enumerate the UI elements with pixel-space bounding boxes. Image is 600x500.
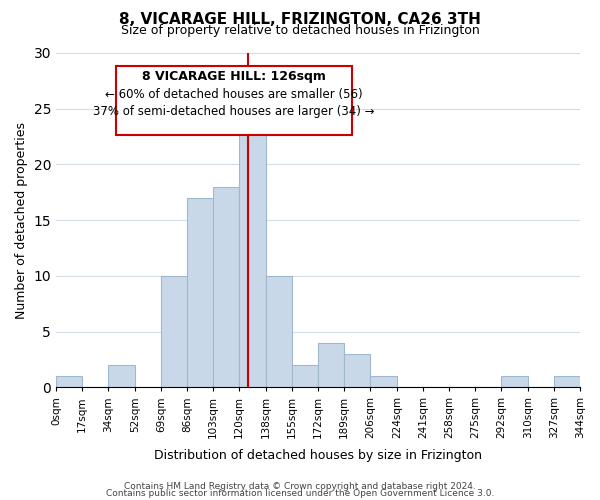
Bar: [108, 365, 135, 387]
Text: Contains HM Land Registry data © Crown copyright and database right 2024.: Contains HM Land Registry data © Crown c…: [124, 482, 476, 491]
Bar: [554, 376, 580, 387]
Text: 8 VICARAGE HILL: 126sqm: 8 VICARAGE HILL: 126sqm: [142, 70, 326, 84]
Bar: [161, 276, 187, 387]
FancyBboxPatch shape: [116, 66, 352, 135]
Bar: [501, 376, 528, 387]
Text: 8, VICARAGE HILL, FRIZINGTON, CA26 3TH: 8, VICARAGE HILL, FRIZINGTON, CA26 3TH: [119, 12, 481, 28]
Bar: [266, 276, 292, 387]
Bar: [292, 365, 318, 387]
Bar: [187, 198, 213, 387]
Text: ← 60% of detached houses are smaller (56): ← 60% of detached houses are smaller (56…: [106, 88, 363, 101]
Bar: [239, 108, 266, 387]
X-axis label: Distribution of detached houses by size in Frizington: Distribution of detached houses by size …: [154, 450, 482, 462]
Bar: [344, 354, 370, 387]
Y-axis label: Number of detached properties: Number of detached properties: [15, 122, 28, 318]
Bar: [56, 376, 82, 387]
Text: 37% of semi-detached houses are larger (34) →: 37% of semi-detached houses are larger (…: [94, 106, 375, 118]
Bar: [370, 376, 397, 387]
Bar: [318, 342, 344, 387]
Bar: [213, 186, 239, 387]
Text: Size of property relative to detached houses in Frizington: Size of property relative to detached ho…: [121, 24, 479, 37]
Text: Contains public sector information licensed under the Open Government Licence 3.: Contains public sector information licen…: [106, 489, 494, 498]
